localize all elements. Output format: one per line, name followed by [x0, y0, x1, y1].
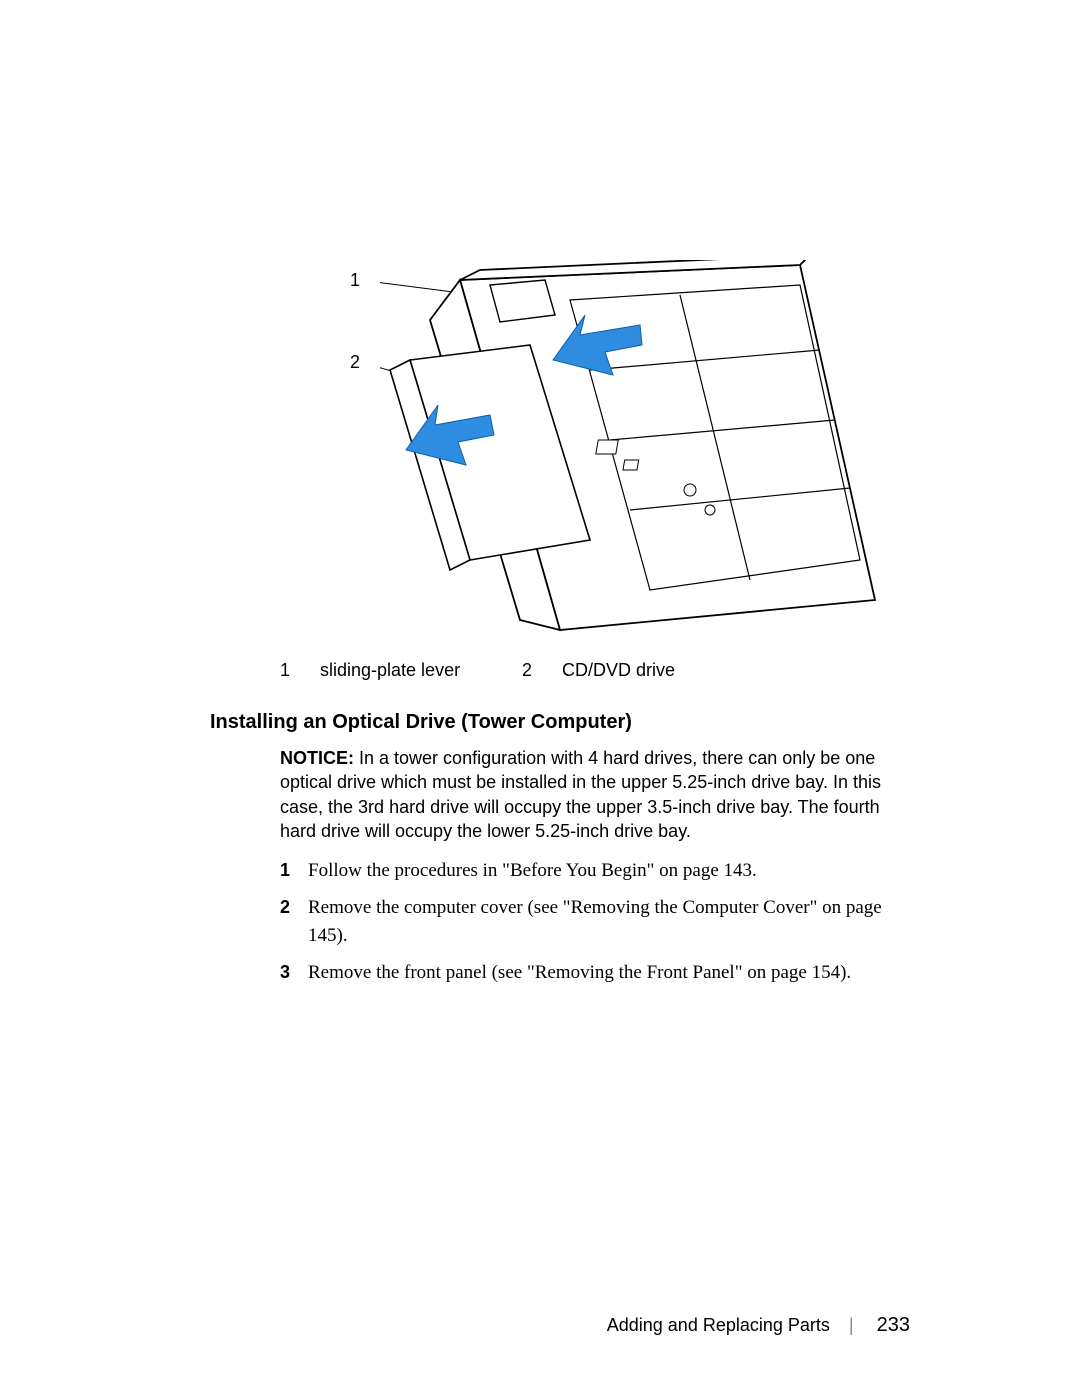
- figure-callout-2: 2: [350, 352, 360, 373]
- legend-num-1: 1: [280, 660, 298, 681]
- notice-body: In a tower configuration with 4 hard dri…: [280, 748, 881, 841]
- legend-text-1: sliding-plate lever: [320, 660, 500, 681]
- step-2-text: Remove the computer cover (see "Removing…: [308, 897, 882, 947]
- page-footer: Adding and Replacing Parts | 233: [607, 1314, 910, 1337]
- step-3-text: Remove the front panel (see "Removing th…: [308, 962, 851, 983]
- step-1-num: 1: [280, 857, 290, 884]
- step-1-text: Follow the procedures in "Before You Beg…: [308, 860, 757, 881]
- document-page: 1 2: [0, 0, 1080, 1397]
- figure-diagram: 1 2: [260, 260, 900, 640]
- notice-block: NOTICE: In a tower configuration with 4 …: [280, 746, 910, 843]
- figure-callout-1: 1: [350, 270, 360, 291]
- step-2: 2 Remove the computer cover (see "Removi…: [280, 894, 910, 951]
- figure-legend: 1 sliding-plate lever 2 CD/DVD drive: [280, 660, 910, 681]
- step-3: 3 Remove the front panel (see "Removing …: [280, 959, 910, 988]
- footer-section: Adding and Replacing Parts: [607, 1315, 830, 1335]
- step-2-num: 2: [280, 894, 290, 921]
- section-heading: Installing an Optical Drive (Tower Compu…: [210, 711, 910, 734]
- footer-page-number: 233: [877, 1314, 910, 1336]
- computer-chassis-illustration: [380, 260, 880, 640]
- step-3-num: 3: [280, 959, 290, 986]
- legend-num-2: 2: [522, 660, 540, 681]
- footer-separator: |: [849, 1315, 854, 1335]
- notice-label: NOTICE:: [280, 748, 354, 768]
- procedure-steps: 1 Follow the procedures in "Before You B…: [280, 857, 910, 987]
- step-1: 1 Follow the procedures in "Before You B…: [280, 857, 910, 886]
- legend-text-2: CD/DVD drive: [562, 660, 742, 681]
